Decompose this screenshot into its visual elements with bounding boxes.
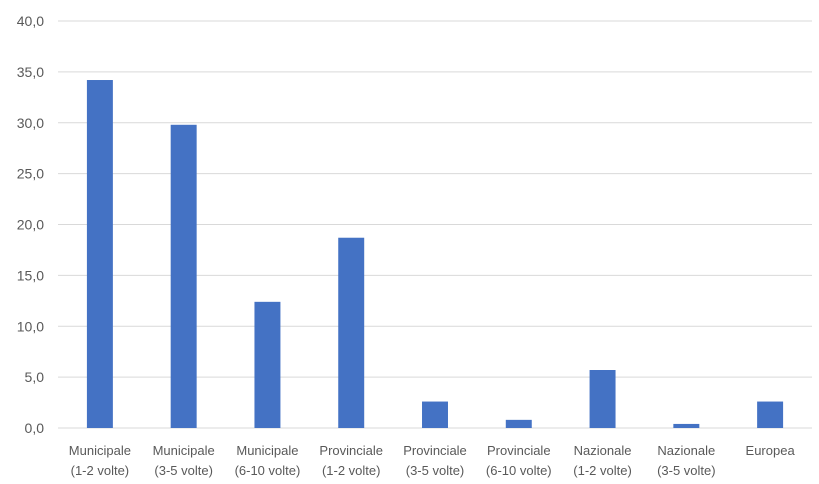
bar <box>170 124 197 428</box>
y-tick-label: 35,0 <box>17 64 44 80</box>
y-axis-tick-labels: 0,0 5,0 10,0 15,0 20,0 25,0 30,0 35,0 40,0 <box>17 13 44 436</box>
x-category-label: Municipale (1-2 volte) <box>69 443 131 478</box>
x-axis-category-labels: Municipale (1-2 volte) Municipale (3-5 volt… <box>69 443 796 478</box>
bar <box>254 301 281 428</box>
x-category-label: Provinciale (6-10 volte) <box>486 443 552 478</box>
bar <box>505 419 532 428</box>
y-tick-label: 15,0 <box>17 267 44 283</box>
y-tick-label: 0,0 <box>25 420 45 436</box>
x-category-label: Municipale (3-5 volte) <box>153 443 215 478</box>
x-category-label: Europea <box>746 443 796 458</box>
y-tick-label: 20,0 <box>17 217 44 233</box>
bar <box>673 423 700 428</box>
bars <box>86 80 784 428</box>
y-tick-label: 10,0 <box>17 318 44 334</box>
x-category-label: Nazionale (1-2 volte) <box>573 443 632 478</box>
bar <box>338 237 365 428</box>
x-category-label: Provinciale (3-5 volte) <box>403 443 467 478</box>
y-tick-label: 30,0 <box>17 115 44 131</box>
x-category-label: Nazionale (3-5 volte) <box>657 443 716 478</box>
x-category-label: Provinciale (1-2 volte) <box>319 443 383 478</box>
bar <box>86 80 113 428</box>
y-tick-label: 5,0 <box>25 369 45 385</box>
bar <box>757 401 784 428</box>
y-tick-label: 40,0 <box>17 13 44 29</box>
bar <box>422 401 448 428</box>
x-category-label: Municipale (6-10 volte) <box>235 443 301 478</box>
bar <box>589 370 616 428</box>
y-tick-label: 25,0 <box>17 166 44 182</box>
